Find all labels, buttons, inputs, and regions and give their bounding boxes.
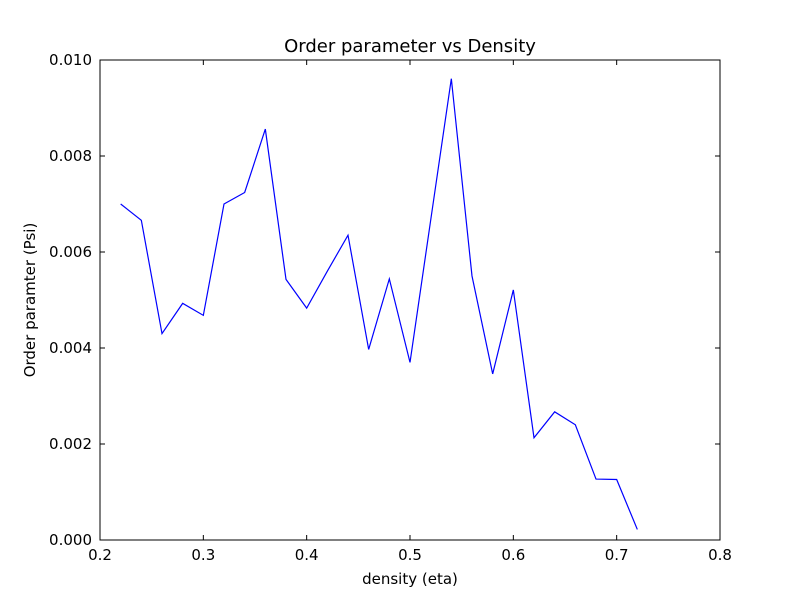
plot-frame — [99, 59, 721, 541]
x-tick-label: 0.5 — [398, 546, 422, 564]
x-tick-label: 0.8 — [708, 546, 732, 564]
chart-title: Order parameter vs Density — [284, 36, 536, 57]
x-tick-label: 0.7 — [605, 546, 629, 564]
plot-area — [99, 59, 721, 541]
x-axis: 0.2 0.3 0.4 0.5 0.6 0.7 0.8 — [88, 60, 732, 564]
y-tick-label: 0.000 — [49, 531, 92, 549]
x-axis-label: density (eta) — [362, 570, 458, 588]
y-tick-label: 0.008 — [49, 147, 92, 165]
y-axis: 0.000 0.002 0.004 0.006 0.008 0.010 — [49, 51, 720, 549]
x-tick-label: 0.3 — [191, 546, 215, 564]
y-tick-label: 0.004 — [49, 339, 92, 357]
y-axis-label: Order paramter (Psi) — [21, 223, 39, 378]
x-tick-label: 0.2 — [88, 546, 112, 564]
x-tick-label: 0.6 — [501, 546, 525, 564]
y-tick-label: 0.002 — [49, 435, 92, 453]
x-tick-label: 0.4 — [295, 546, 319, 564]
series-line-0 — [120, 78, 638, 530]
y-tick-label: 0.010 — [49, 51, 92, 69]
y-tick-label: 0.006 — [49, 243, 92, 261]
